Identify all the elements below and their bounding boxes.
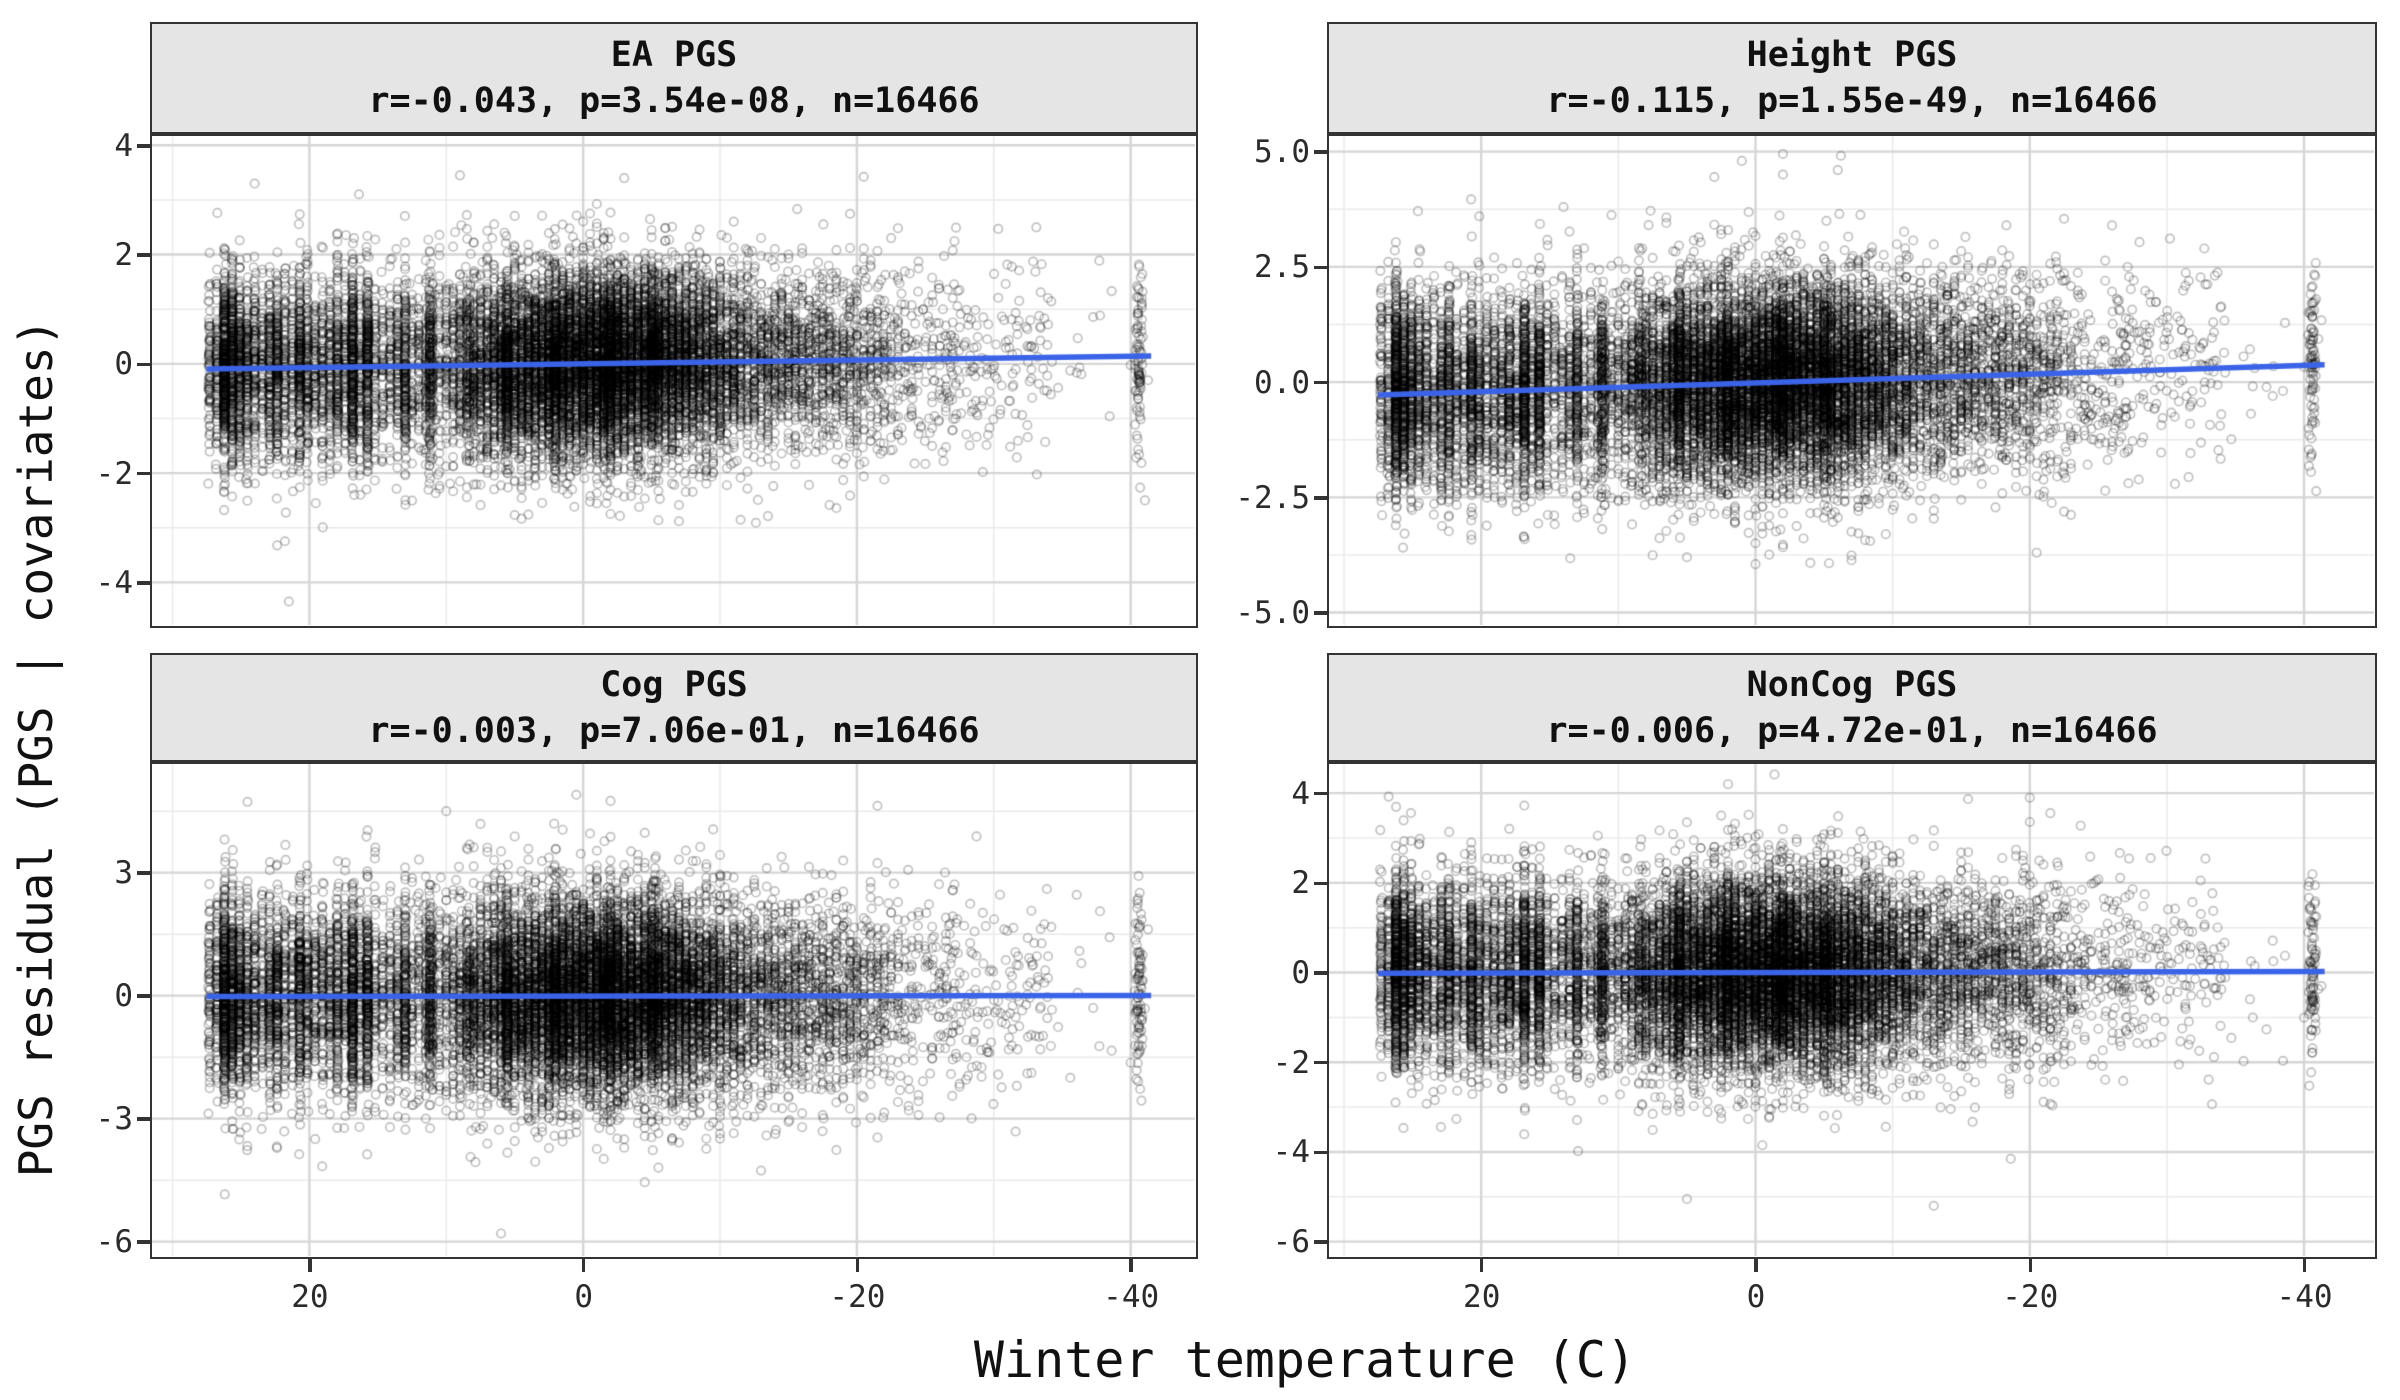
y-axis-title: PGS residual (PGS | covariates) bbox=[9, 318, 63, 1178]
y-axis-tick bbox=[1314, 380, 1327, 385]
plot-area-ea-pgs bbox=[150, 134, 1198, 628]
y-axis-tick bbox=[137, 871, 150, 875]
y-tick-label: 0 bbox=[1291, 955, 1310, 992]
y-tick-label: -3 bbox=[95, 1101, 133, 1138]
x-tick-label: -20 bbox=[2002, 1279, 2059, 1315]
y-tick-label: 4 bbox=[1291, 775, 1310, 812]
y-tick-label: -4 bbox=[95, 564, 133, 601]
y-axis-tick bbox=[1314, 1240, 1327, 1244]
x-axis-tick bbox=[1479, 1259, 1484, 1272]
scatter-canvas-height-pgs bbox=[1329, 136, 2374, 625]
y-tick-label: -2 bbox=[95, 455, 133, 492]
plot-area-height-pgs bbox=[1327, 134, 2377, 628]
facet-strip-height-pgs: Height PGS r=-0.115, p=1.55e-49, n=16466 bbox=[1327, 22, 2377, 134]
x-tick-label: -20 bbox=[829, 1279, 886, 1315]
facet-title: Height PGS bbox=[1746, 35, 1958, 75]
x-axis-tick bbox=[308, 1259, 312, 1272]
y-tick-label: 2.5 bbox=[1254, 249, 1310, 286]
y-axis-tick bbox=[137, 144, 150, 148]
x-axis-tick bbox=[2302, 1259, 2307, 1272]
y-tick-label: -6 bbox=[95, 1224, 133, 1261]
scatter-canvas-noncog-pgs bbox=[1329, 764, 2374, 1256]
y-tick-label: 4 bbox=[114, 127, 133, 164]
plot-area-noncog-pgs bbox=[1327, 762, 2377, 1259]
facet-stats: r=-0.003, p=7.06e-01, n=16466 bbox=[368, 710, 980, 751]
y-axis-tick bbox=[137, 994, 150, 998]
y-tick-label: 0.0 bbox=[1254, 364, 1310, 401]
y-tick-label: 2 bbox=[1291, 865, 1310, 902]
x-axis-tick bbox=[2028, 1259, 2033, 1272]
y-axis-tick bbox=[1314, 971, 1327, 975]
facet-strip-cog-pgs: Cog PGS r=-0.003, p=7.06e-01, n=16466 bbox=[150, 653, 1198, 762]
y-axis-tick bbox=[1314, 1150, 1327, 1155]
facet-stats: r=-0.043, p=3.54e-08, n=16466 bbox=[368, 81, 980, 121]
y-tick-label: -6 bbox=[1272, 1224, 1310, 1261]
x-tick-label: 0 bbox=[574, 1279, 593, 1315]
x-axis-title: Winter temperature (C) bbox=[973, 1331, 1637, 1389]
scatter-canvas-cog-pgs bbox=[152, 764, 1195, 1256]
y-axis-tick bbox=[137, 253, 150, 257]
y-axis-tick bbox=[1314, 496, 1327, 500]
y-tick-label: -4 bbox=[1272, 1134, 1310, 1171]
x-tick-label: -40 bbox=[2276, 1279, 2333, 1315]
facet-title: EA PGS bbox=[610, 35, 738, 75]
x-tick-label: 20 bbox=[291, 1279, 329, 1315]
x-axis-tick bbox=[1129, 1259, 1133, 1272]
y-axis-tick bbox=[137, 581, 150, 585]
y-axis-tick bbox=[1314, 611, 1327, 615]
facet-title: Cog PGS bbox=[600, 664, 748, 705]
facet-title: NonCog PGS bbox=[1746, 664, 1958, 705]
x-tick-label: 20 bbox=[1463, 1279, 1501, 1315]
y-axis-tick bbox=[137, 1117, 150, 1121]
y-axis-tick bbox=[1314, 1060, 1327, 1065]
y-tick-label: -2.5 bbox=[1235, 479, 1310, 516]
y-tick-label: 0 bbox=[114, 978, 133, 1015]
y-axis-tick bbox=[1314, 265, 1327, 270]
y-axis-tick bbox=[137, 471, 150, 476]
x-axis-tick bbox=[581, 1259, 586, 1272]
y-tick-label: -5.0 bbox=[1235, 595, 1310, 632]
y-axis-tick bbox=[137, 362, 150, 367]
facet-strip-ea-pgs: EA PGS r=-0.043, p=3.54e-08, n=16466 bbox=[150, 22, 1198, 134]
y-tick-label: -2 bbox=[1272, 1044, 1310, 1081]
y-tick-label: 3 bbox=[114, 855, 133, 892]
facet-stats: r=-0.006, p=4.72e-01, n=16466 bbox=[1546, 710, 2158, 751]
facet-stats: r=-0.115, p=1.55e-49, n=16466 bbox=[1546, 81, 2158, 121]
y-axis-tick bbox=[137, 1240, 150, 1244]
x-axis-tick bbox=[855, 1259, 860, 1272]
x-axis-tick bbox=[1754, 1259, 1758, 1272]
y-axis-tick bbox=[1314, 881, 1327, 886]
y-tick-label: 0 bbox=[114, 346, 133, 383]
x-tick-label: 0 bbox=[1746, 1279, 1766, 1315]
scatter-canvas-ea-pgs bbox=[152, 136, 1195, 625]
y-axis-tick bbox=[1314, 150, 1327, 154]
facet-strip-noncog-pgs: NonCog PGS r=-0.006, p=4.72e-01, n=16466 bbox=[1327, 653, 2377, 762]
y-tick-label: 2 bbox=[114, 237, 133, 274]
y-tick-label: 5.0 bbox=[1254, 134, 1310, 171]
y-axis-tick bbox=[1314, 791, 1327, 796]
plot-area-cog-pgs bbox=[150, 762, 1198, 1259]
x-tick-label: -40 bbox=[1103, 1279, 1160, 1315]
